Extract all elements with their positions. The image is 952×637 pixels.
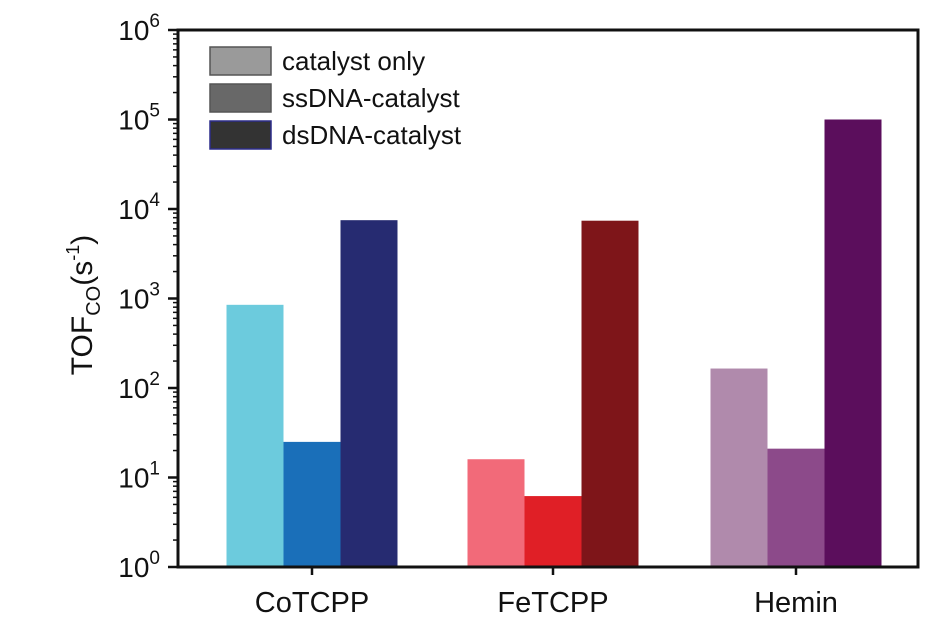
y-tick-label: 104 [118,190,160,225]
y-axis-label-main: TOF [66,316,99,375]
y-tick-label-base: 10 [118,373,149,404]
y-tick-label-base: 10 [118,105,149,136]
bar-cotcpp-catalyst-only [226,304,284,567]
y-axis-label-sub: CO [83,286,105,316]
y-axis-label-unit-open: (s [66,261,99,286]
x-tick-label-cotcpp: CoTCPP [255,587,369,619]
y-tick-label: 102 [118,369,160,404]
bars-group [226,119,882,568]
y-tick-label-exp: 4 [149,190,160,211]
legend-swatch-dsdna-catalyst [209,120,272,150]
y-tick-label: 105 [118,101,160,136]
y-tick-label-exp: 2 [149,369,160,390]
x-axis-ticks: CoTCPP FeTCPP Hemin [255,567,838,619]
bar-fetcpp-dsdna-catalyst [581,220,639,567]
legend-label-ssdna-catalyst: ssDNA-catalyst [282,83,460,113]
y-tick-label: 103 [118,280,160,315]
legend-swatch-catalyst-only [209,46,272,76]
y-tick-label-base: 10 [118,463,149,494]
y-tick-label: 100 [118,548,160,583]
y-axis-label-unit-exp: -1 [63,245,83,261]
y-tick-label: 101 [118,459,160,494]
bar-hemin-catalyst-only [710,368,768,567]
legend-swatch-ssdna-catalyst [209,83,272,113]
y-tick-label-exp: 5 [149,101,160,122]
bar-fetcpp-catalyst-only [467,459,525,567]
y-tick-label: 106 [118,11,160,46]
bar-fetcpp-ssdna-catalyst [524,496,582,567]
y-tick-label-base: 10 [118,194,149,225]
y-tick-label-exp: 3 [149,280,160,301]
y-tick-label-exp: 0 [149,548,160,569]
y-tick-label-base: 10 [118,284,149,315]
legend-label-dsdna-catalyst: dsDNA-catalyst [282,120,462,150]
legend: catalyst only ssDNA-catalyst dsDNA-catalys… [209,46,462,150]
x-tick-label-fetcpp: FeTCPP [497,587,608,619]
bar-cotcpp-dsdna-catalyst [340,220,398,568]
bar-hemin-ssdna-catalyst [767,448,825,567]
bar-hemin-dsdna-catalyst [824,119,882,567]
bar-cotcpp-ssdna-catalyst [283,441,341,567]
y-axis-label-unit-close: ) [66,235,99,245]
y-tick-label-base: 10 [118,15,149,46]
y-tick-label-base: 10 [118,552,149,583]
y-tick-label-exp: 6 [149,11,160,32]
y-tick-label-exp: 1 [149,459,160,480]
legend-label-catalyst-only: catalyst only [282,46,425,76]
y-axis-label: TOFCO(s-1) [63,235,105,375]
x-tick-label-hemin: Hemin [754,587,838,619]
